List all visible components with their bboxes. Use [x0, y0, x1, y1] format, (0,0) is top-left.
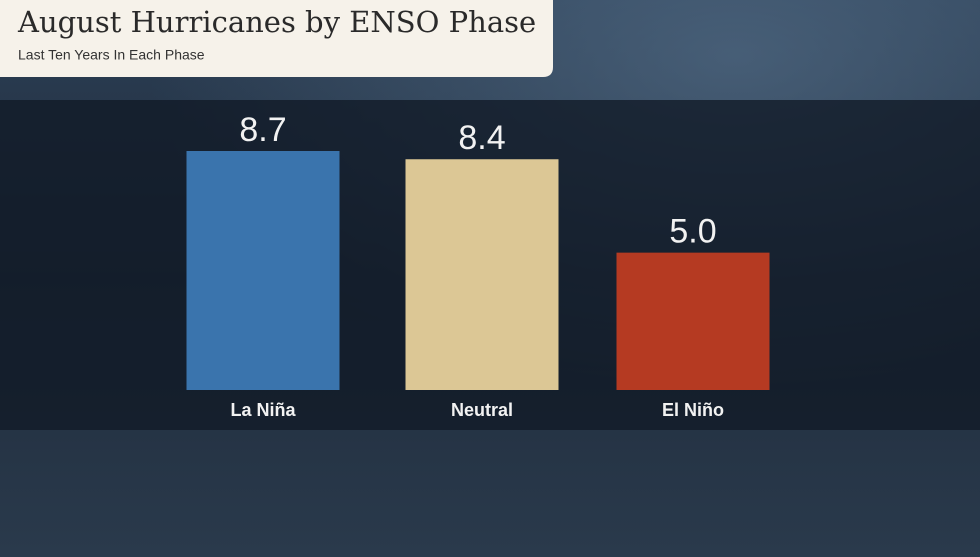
chart-subtitle: Last Ten Years In Each Phase: [18, 47, 205, 63]
chart-title: August Hurricanes by ENSO Phase: [17, 5, 536, 39]
value-label: 8.7: [239, 111, 286, 149]
title-box: [0, 0, 553, 77]
value-label: 8.4: [458, 119, 505, 157]
category-label: Neutral: [451, 400, 513, 420]
category-label: La Niña: [230, 400, 296, 420]
bar: [186, 151, 340, 390]
bar: [616, 252, 770, 390]
category-label: El Niño: [662, 400, 724, 420]
value-label: 5.0: [669, 213, 716, 251]
bar: [405, 159, 559, 390]
